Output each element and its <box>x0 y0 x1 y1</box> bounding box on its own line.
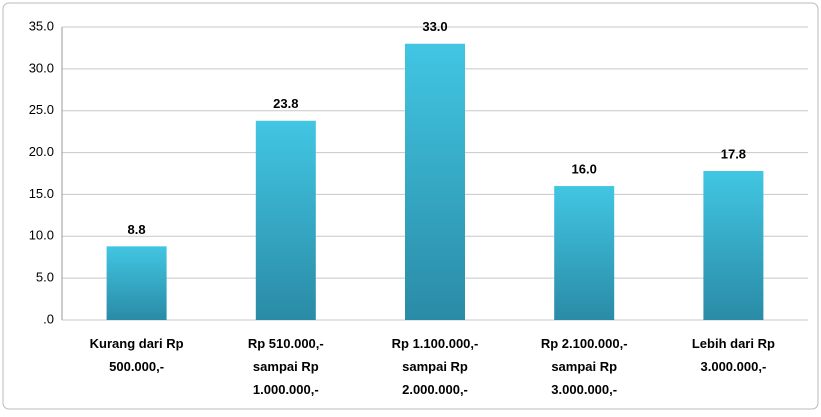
bar <box>255 120 316 320</box>
y-tick-label: 5.0 <box>36 270 54 285</box>
x-tick-label: Rp 1.100.000,-sampai Rp 2.000.000,- <box>392 336 479 397</box>
data-label: 33.0 <box>422 19 447 34</box>
y-tick-label: 10.0 <box>29 228 54 243</box>
data-label: 8.8 <box>128 222 146 237</box>
y-tick-label: 35.0 <box>29 18 54 33</box>
y-tick-label: 25.0 <box>29 102 54 117</box>
y-tick-label: .0 <box>43 311 54 326</box>
y-tick-label: 20.0 <box>29 144 54 159</box>
x-tick-label: Rp 510.000,-sampai Rp 1.000.000,- <box>248 336 324 397</box>
data-label: 17.8 <box>721 146 746 161</box>
data-label: 23.8 <box>273 96 298 111</box>
y-tick-label: 15.0 <box>29 186 54 201</box>
data-label: 16.0 <box>572 161 597 176</box>
x-tick-label: Rp 2.100.000,-sampai Rp 3.000.000,- <box>541 336 628 397</box>
y-tick-label: 30.0 <box>29 60 54 75</box>
x-tick-label: Lebih dari Rp 3.000.000,- <box>692 336 775 374</box>
bar <box>405 43 465 320</box>
bar <box>554 186 615 320</box>
bar <box>106 246 167 320</box>
bar <box>703 170 764 320</box>
x-tick-label: Kurang dari Rp 500.000,- <box>90 336 184 374</box>
